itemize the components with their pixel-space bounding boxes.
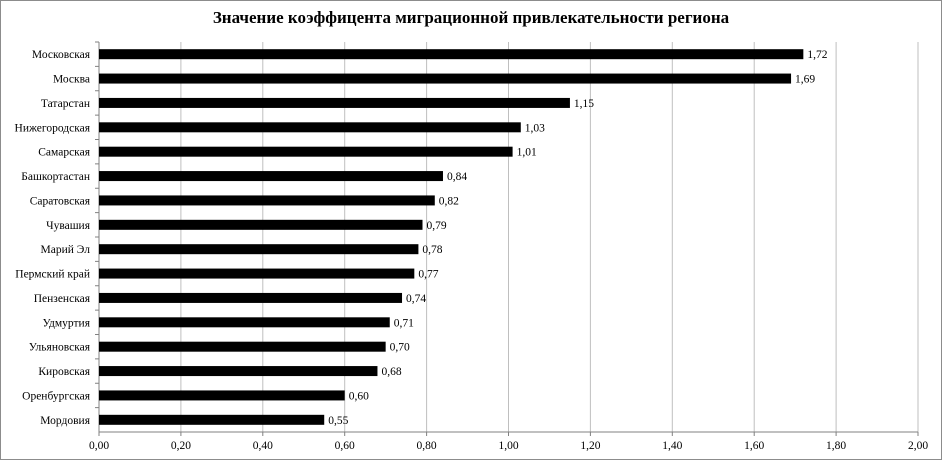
data-label: 0,79 [427,220,447,232]
bar [99,244,419,255]
bar [99,317,390,328]
x-tick-label: 0,80 [417,440,437,452]
category-label: Марий Эл [41,244,91,256]
data-label: 1,15 [574,98,594,110]
bar [99,414,325,425]
data-label: 0,74 [406,293,426,305]
bar [99,73,792,84]
category-label: Удмуртия [43,317,91,329]
x-tick-label: 1,20 [580,440,600,452]
category-label: Самарская [38,147,90,159]
bar [99,49,804,60]
data-label: 0,71 [394,317,414,329]
x-tick-label: 1,40 [662,440,682,452]
x-tick-label: 0,00 [89,440,109,452]
category-label: Чувашия [46,220,91,232]
category-label: Кировская [38,366,90,378]
data-label: 1,72 [807,49,827,61]
bar [99,195,435,206]
category-label: Пермский край [15,269,90,281]
bar [99,292,403,303]
data-label: 1,03 [525,122,545,134]
bar [99,146,513,157]
bar [99,366,378,377]
data-label: 0,82 [439,195,459,207]
bar [99,268,415,279]
data-label: 1,01 [517,147,537,159]
category-label: Ульяновская [29,342,91,354]
x-tick-label: 2,00 [908,440,928,452]
bar [99,122,521,133]
x-tick-label: 0,20 [171,440,191,452]
x-tick-label: 1,00 [498,440,518,452]
x-tick-label: 1,80 [826,440,846,452]
x-tick-label: 0,40 [253,440,273,452]
data-label: 0,70 [390,342,410,354]
category-label: Оренбургская [22,390,91,402]
bar [99,97,570,108]
data-label: 0,77 [418,269,438,281]
category-label: Москва [53,74,90,86]
category-label: Московская [32,49,91,61]
data-label: 0,68 [381,366,401,378]
category-label: Мордовия [40,415,90,427]
bar [99,341,386,352]
data-label: 0,60 [349,390,369,402]
bar [99,219,423,230]
data-label: 0,55 [328,415,348,427]
data-label: 0,84 [447,171,467,183]
data-label: 0,78 [422,244,442,256]
bar [99,171,443,182]
category-label: Татарстан [41,98,90,110]
chart-title: Значение коэффицента миграционной привле… [212,8,730,27]
data-label: 1,69 [795,74,815,86]
category-label: Башкортастан [21,171,90,183]
x-tick-label: 1,60 [744,440,764,452]
category-label: Нижегородская [15,122,91,134]
category-label: Саратовская [30,195,91,207]
bar [99,390,345,401]
category-label: Пензенская [34,293,91,305]
x-tick-label: 0,60 [335,440,355,452]
